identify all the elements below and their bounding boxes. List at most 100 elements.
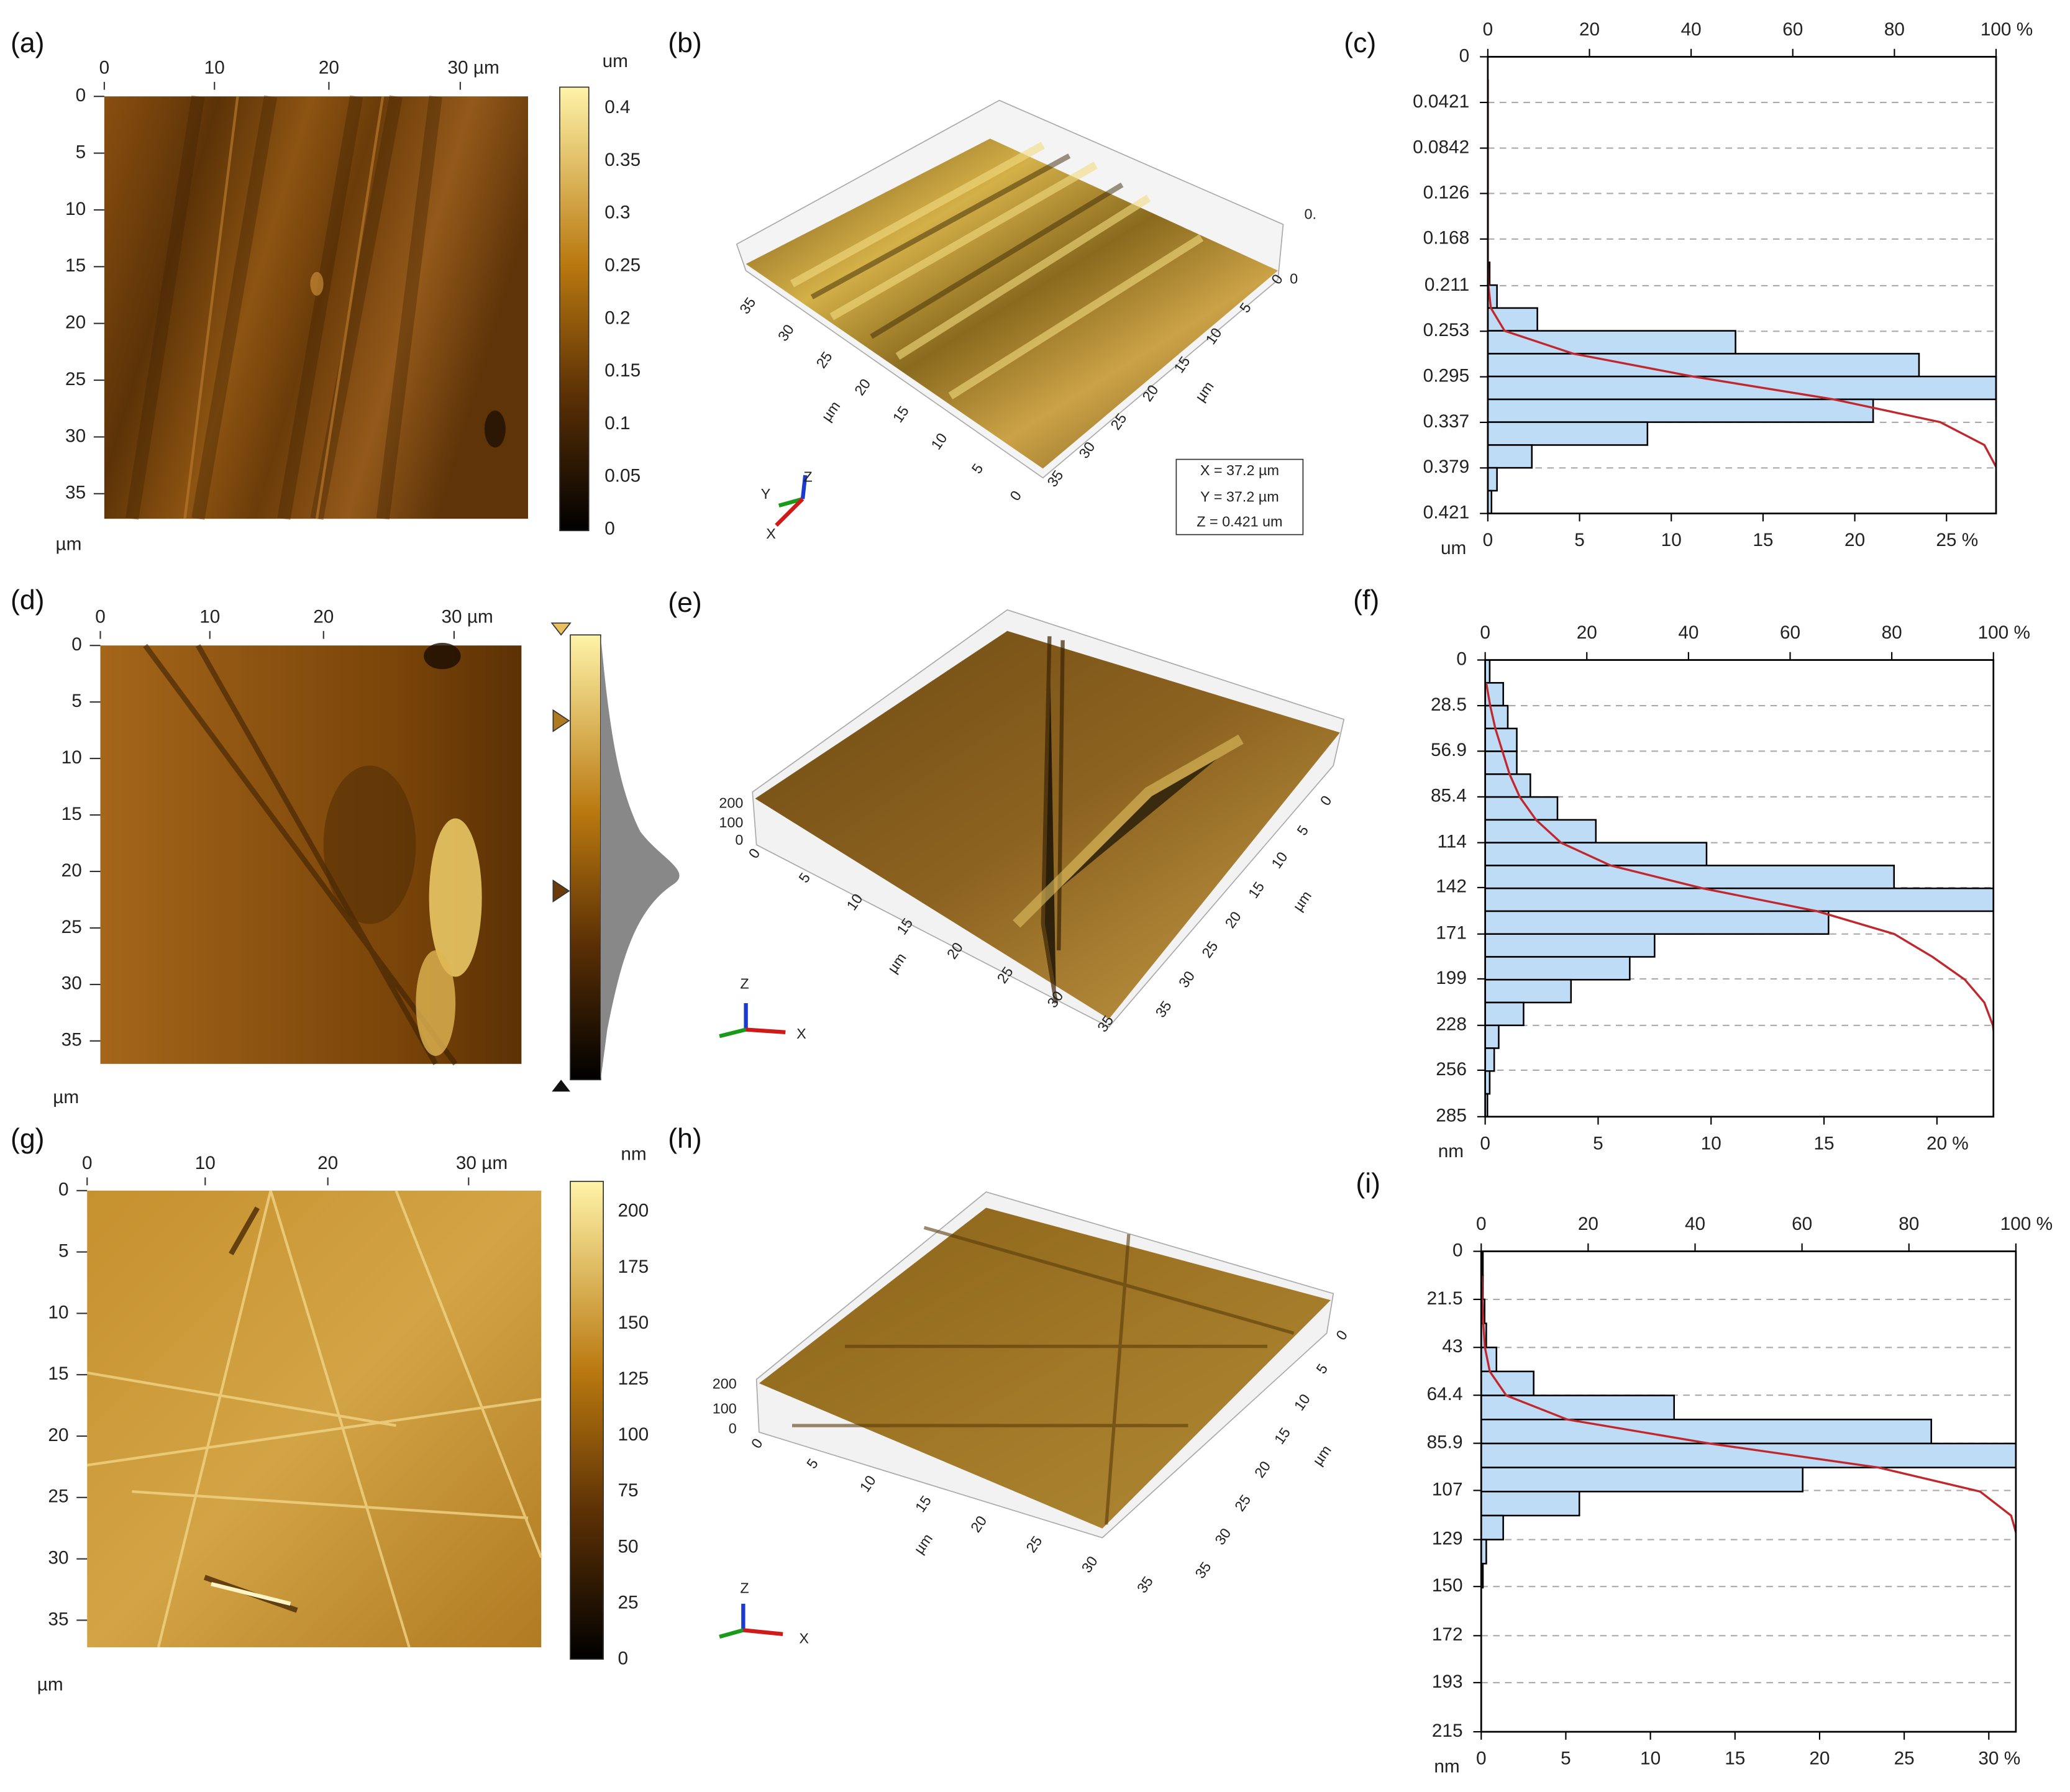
y-tick-label: 0.337 <box>1423 411 1469 432</box>
x2-tick-label: 80 <box>1884 19 1905 40</box>
x-tick-label: 20 <box>1844 530 1865 550</box>
x2-tick-label: 80 <box>1882 622 1902 643</box>
y-tick-label: 256 <box>1436 1059 1467 1080</box>
map-d <box>100 622 680 1092</box>
x2-tick-label: 60 <box>1782 19 1803 40</box>
x-tick-label: 20 <box>1809 1749 1830 1769</box>
y-tick-label: 28.5 <box>1431 694 1467 715</box>
map-g <box>86 1181 604 1660</box>
view-b <box>736 99 1304 535</box>
colorbar-tick-label: 25 <box>618 1592 639 1612</box>
map-y-tick-label: 25 <box>48 1486 68 1507</box>
x-tick-label: 30 % <box>1978 1749 2020 1769</box>
view-z-label: 0. <box>1305 206 1316 222</box>
panel-label: (a) <box>11 28 45 58</box>
map-y-tick-label: 20 <box>48 1425 68 1445</box>
bar <box>1481 1370 1534 1396</box>
bar <box>1485 956 1631 981</box>
x2-tick-label: 20 <box>1577 622 1597 643</box>
x-tick-label: 10 <box>1661 530 1682 550</box>
panel-label: (h) <box>668 1124 702 1154</box>
bar <box>1481 1467 1803 1493</box>
colorbar-tick-label: 100 <box>618 1424 649 1445</box>
map-unit: µm <box>53 1087 79 1107</box>
panel-label: (g) <box>11 1124 45 1154</box>
x2-tick-label: 80 <box>1899 1214 1919 1234</box>
bar <box>1487 375 1996 401</box>
x-tick-label: 0 <box>1480 1133 1490 1153</box>
y-tick-label: 171 <box>1436 923 1467 944</box>
map-y-tick-label: 30 <box>65 425 86 446</box>
y-tick-label: 0 <box>1456 648 1467 669</box>
dimension-label: X = 37.2 µm <box>1200 462 1279 478</box>
colorbar-tick-label: 50 <box>618 1536 639 1557</box>
colorbar-tick-label: 0.1 <box>604 413 630 434</box>
view-z-label: 0 <box>735 832 743 848</box>
bar <box>1485 1024 1500 1049</box>
colorbar-tick-label: 0.3 <box>604 202 630 223</box>
panel-label: (b) <box>668 28 702 58</box>
bar <box>1485 933 1656 958</box>
map-x-tick-label: 30 µm <box>447 57 499 78</box>
colorbar-tick-label: 0.4 <box>604 97 630 117</box>
view-z-label: 200 <box>713 1375 737 1391</box>
y-tick-label: 285 <box>1436 1106 1467 1126</box>
y-tick-label: 199 <box>1436 968 1467 988</box>
panel-label: (f) <box>1353 585 1379 616</box>
axis-icon-label: Z <box>740 1580 749 1596</box>
axis-icon-label: X <box>766 525 776 542</box>
y-tick-label: 215 <box>1432 1721 1463 1741</box>
map-y-tick-label: 0 <box>76 85 86 106</box>
map-y-tick-label: 35 <box>62 1030 82 1050</box>
map-x-tick-label: 10 <box>204 57 225 78</box>
x-tick-label: 0 <box>1476 1749 1487 1769</box>
x-tick-label: 10 <box>1701 1133 1721 1153</box>
map-x-tick-label: 20 <box>313 606 334 627</box>
map-y-tick-label: 0 <box>58 1180 69 1200</box>
y-tick-label: 150 <box>1432 1575 1463 1596</box>
colorbar-tick-label: 125 <box>618 1368 649 1389</box>
map-a <box>104 86 590 532</box>
y-tick-label: 0.211 <box>1425 275 1469 295</box>
map-y-tick-label: 25 <box>65 369 86 389</box>
colorbar-tick-label: 0.15 <box>604 360 641 381</box>
colorbar-tick-label: 0 <box>618 1648 629 1668</box>
axis-icon-label: Z <box>740 975 749 991</box>
x-tick-label: 25 % <box>1936 530 1978 550</box>
bar <box>1487 444 1533 469</box>
map-y-tick-label: 10 <box>62 747 82 768</box>
map-x-tick-label: 20 <box>319 57 339 78</box>
x2-tick-label: 40 <box>1681 19 1702 40</box>
map-y-tick-label: 5 <box>76 142 86 162</box>
x2-tick-label: 20 <box>1579 19 1600 40</box>
colorbar-unit: um <box>603 51 628 71</box>
y-tick-label: 142 <box>1436 876 1467 897</box>
map-y-tick-label: 10 <box>48 1302 68 1322</box>
y-tick-label: 21.5 <box>1427 1288 1463 1309</box>
x2-tick-label: 0 <box>1483 19 1493 40</box>
map-x-tick-label: 30 µm <box>442 606 493 627</box>
map-y-tick-label: 15 <box>48 1363 68 1384</box>
y-unit: um <box>1441 538 1466 558</box>
colorbar-tick-label: 0.25 <box>604 255 641 276</box>
bar <box>1485 773 1531 798</box>
x-tick-label: 0 <box>1483 530 1493 550</box>
bar <box>1485 1093 1489 1117</box>
y-tick-label: 0 <box>1459 45 1470 66</box>
view-z-label: 0 <box>729 1421 737 1437</box>
y-tick-label: 64.4 <box>1427 1384 1463 1404</box>
panel-label: (d) <box>11 585 45 616</box>
view-z-label: 100 <box>713 1401 737 1417</box>
bar <box>1487 398 1874 423</box>
y-tick-label: 0.0842 <box>1413 137 1469 157</box>
y-tick-label: 0 <box>1452 1240 1463 1260</box>
dimension-label: Z = 0.421 um <box>1197 514 1282 530</box>
x-tick-label: 25 <box>1894 1749 1915 1769</box>
x2-tick-label: 100 % <box>2000 1214 2053 1234</box>
bar <box>1481 1442 2016 1468</box>
panel-label: (e) <box>668 588 702 618</box>
bar <box>1487 421 1649 446</box>
x-tick-label: 20 % <box>1926 1133 1969 1153</box>
